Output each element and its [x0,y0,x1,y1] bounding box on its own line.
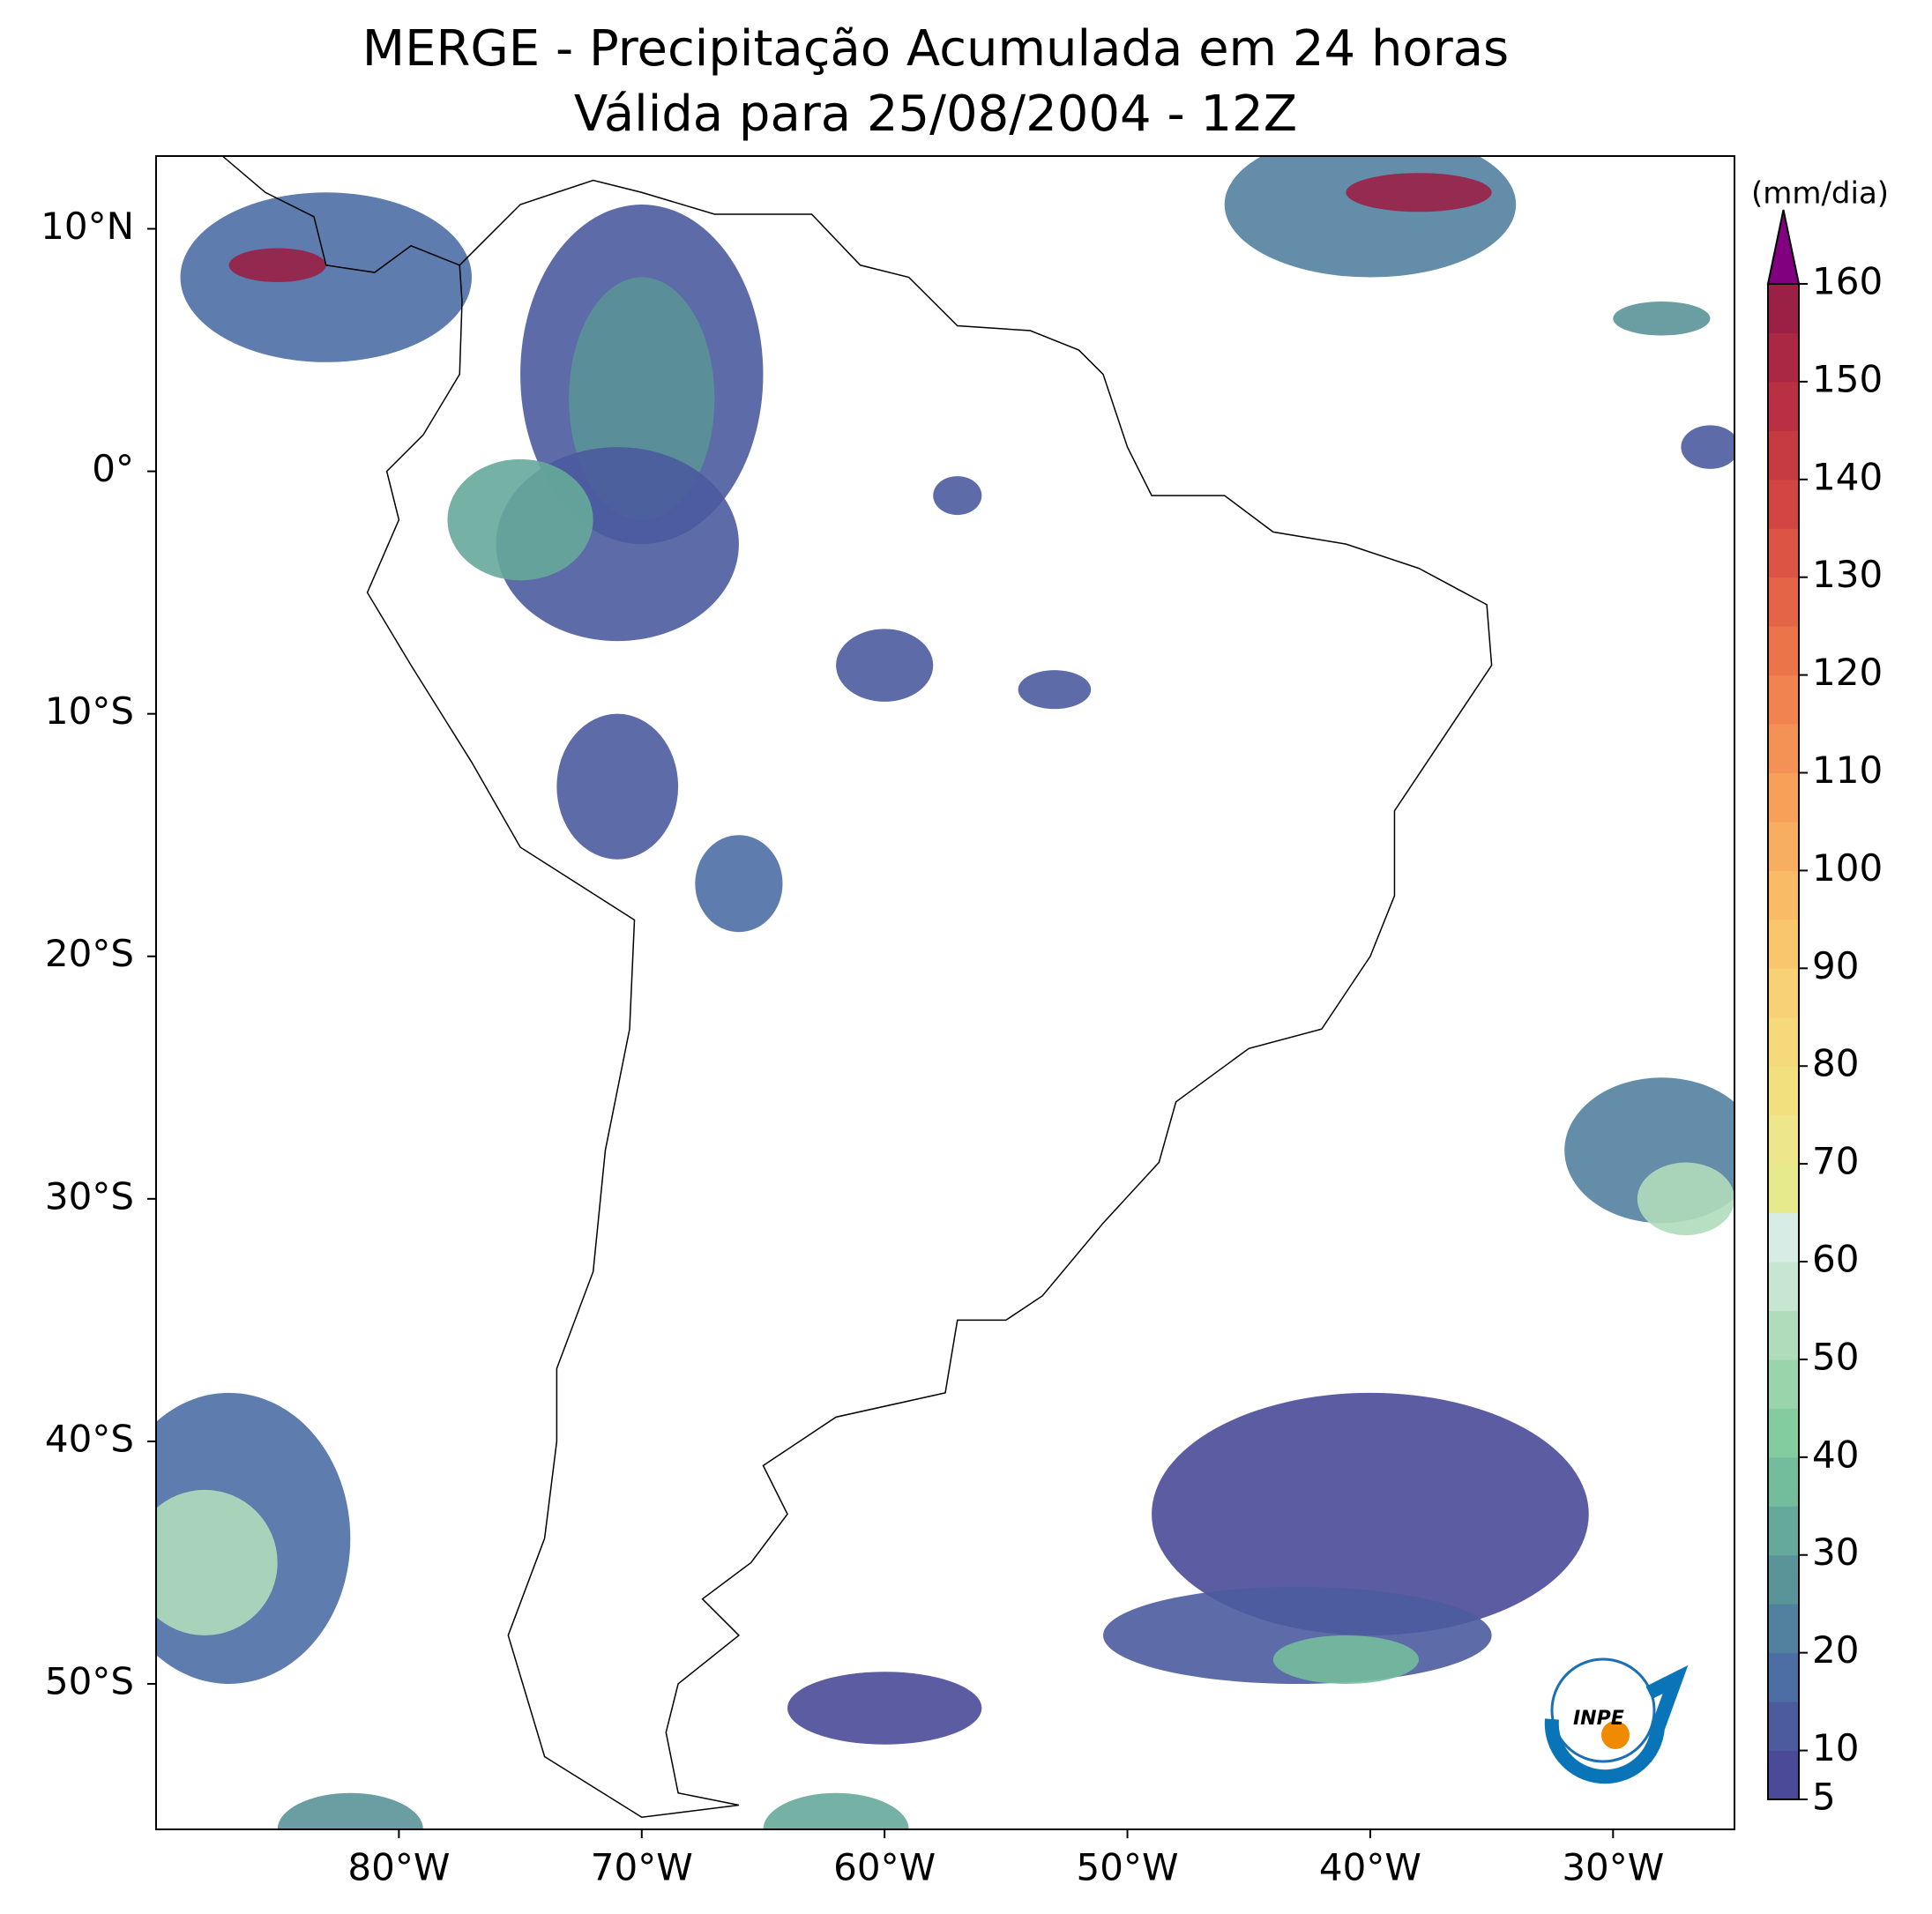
logo-text: INPE [1573,1708,1624,1730]
precip-area [1613,302,1711,336]
colorbar-tick-label: 80 [1812,1042,1859,1085]
colorbar-band [1768,1702,1799,1752]
x-tick-label: 40°W [1319,1846,1421,1889]
colorbar-band [1768,1164,1799,1214]
precip-area [277,1792,423,1829]
colorbar-tick-label: 130 [1812,553,1883,596]
precip-area [1681,425,1734,469]
precip-area [1152,1392,1589,1635]
colorbar-band [1768,479,1799,529]
colorbar-tick-label: 70 [1812,1140,1859,1183]
precip-area [156,1489,278,1635]
colorbar-tick-label: 5 [1812,1776,1836,1819]
colorbar-tick-label: 60 [1812,1238,1859,1281]
precip-area [933,476,982,516]
colorbar-band [1768,1114,1799,1165]
colorbar-band [1768,870,1799,920]
colorbar-frame [1767,283,1800,1800]
precip-area [763,1792,909,1829]
y-tick-label: 40°S [45,1417,134,1460]
colorbar-band [1768,1652,1799,1702]
colorbar-band [1768,577,1799,627]
colorbar-band [1768,430,1799,480]
colorbar-tick-label: 20 [1812,1628,1859,1672]
colorbar-band [1768,1604,1799,1654]
colorbar-band [1768,332,1799,383]
y-tick-label: 0° [92,447,134,490]
x-tick-label: 80°W [347,1846,450,1889]
subtitle: Válida para 25/08/2004 - 12Z [574,86,1297,143]
precip-area [180,192,472,362]
colorbar-band [1768,821,1799,871]
colorbar-band [1768,1212,1799,1262]
colorbar-extend [1766,209,1801,285]
precip-area [1637,1162,1734,1236]
x-tick-label: 30°W [1562,1846,1664,1889]
colorbar-tick-label: 10 [1812,1726,1859,1769]
colorbar-band [1768,381,1799,431]
colorbar-band [1768,919,1799,969]
map-area [156,156,1734,1829]
x-tick-label: 50°W [1077,1846,1179,1889]
y-tick-label: 50°S [45,1659,134,1702]
colorbar-tick-label: 90 [1812,944,1859,987]
colorbar-band [1768,1359,1799,1409]
colorbar-tick-label: 150 [1812,357,1883,400]
colorbar-label: (mm/dia) [1751,176,1889,212]
colorbar-band [1768,1262,1799,1311]
colorbar-band [1768,772,1799,823]
colorbar-tick-label: 40 [1812,1433,1859,1476]
colorbar-tick-label: 30 [1812,1530,1859,1574]
colorbar-tick-label: 110 [1812,748,1883,792]
title: MERGE - Precipitação Acumulada em 24 hor… [362,20,1509,78]
colorbar-band [1768,724,1799,774]
map-frame [155,155,1735,1830]
y-tick-label: 20°S [45,932,134,975]
colorbar-band [1768,968,1799,1018]
precip-area [1272,1635,1419,1684]
colorbar-band [1768,1066,1799,1116]
colorbar-band [1768,1750,1799,1800]
precip-area [787,1672,982,1745]
colorbar-tick-label: 120 [1812,651,1883,694]
colorbar-band [1768,674,1799,725]
precip-area [836,629,934,702]
precip-area [1018,670,1092,710]
colorbar-tick-label: 160 [1812,260,1883,303]
coastline [366,179,1493,1819]
precip-area [228,248,326,283]
colorbar-tick-label: 50 [1812,1335,1859,1378]
colorbar-tick-label: 140 [1812,455,1883,498]
precip-area [447,458,593,581]
y-tick-label: 30°S [45,1174,134,1218]
colorbar-band [1768,1310,1799,1360]
colorbar: 5 10 20 30 40 50 60 70 80 90 100 110 120 130 140 150 160… [1751,176,1889,1819]
logo [1544,1657,1689,1784]
colorbar-band [1768,1554,1799,1605]
x-tick-label: 60°W [833,1846,936,1889]
precip-area [695,835,783,933]
y-tick-label: 10°S [45,689,134,733]
colorbar-band [1768,284,1799,333]
y-tick-label: 10°N [41,205,134,248]
colorbar-tick-label: 100 [1812,846,1883,890]
colorbar-band [1768,1017,1799,1067]
x-tick-label: 70°W [591,1846,693,1889]
colorbar-band [1768,1456,1799,1507]
precip-area [1346,173,1492,212]
precip-area [556,713,679,860]
colorbar-band [1768,1408,1799,1458]
colorbar-band [1768,1506,1799,1556]
colorbar-band [1768,528,1799,578]
colorbar-band [1768,626,1799,676]
coastline [221,156,460,273]
